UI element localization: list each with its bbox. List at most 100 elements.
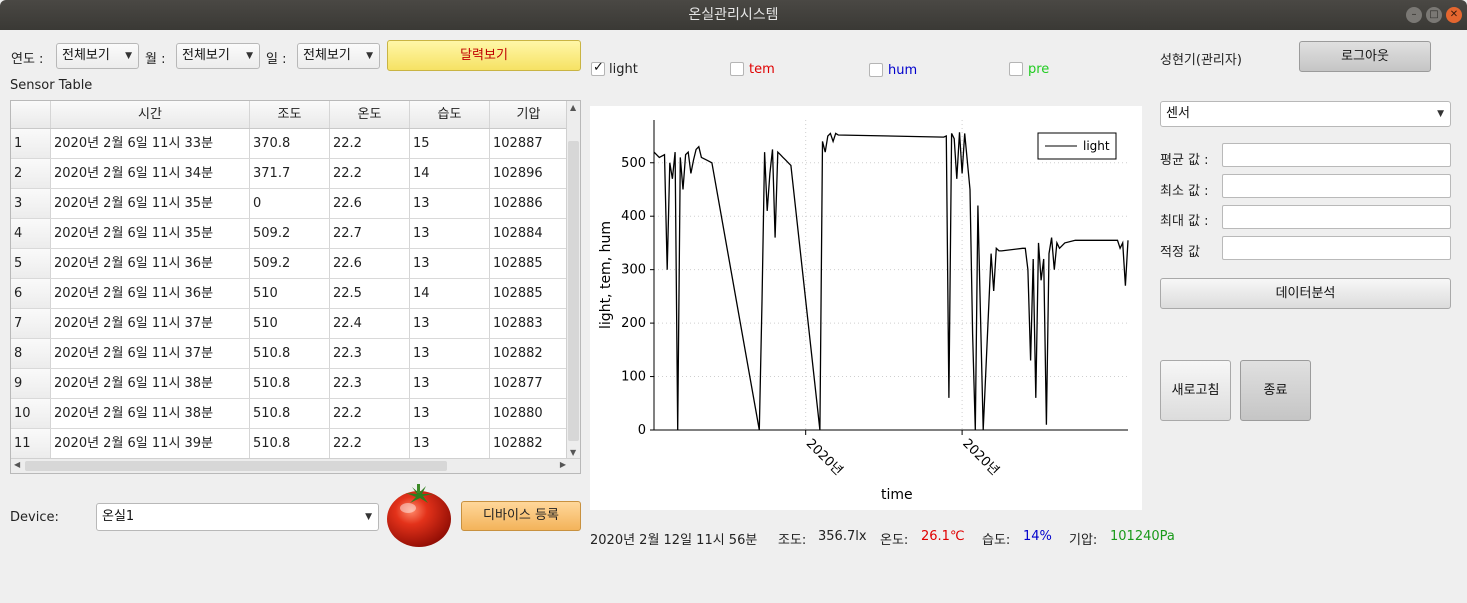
row-number[interactable]: 6 <box>11 279 51 308</box>
table-cell[interactable]: 22.2 <box>330 159 410 188</box>
logout-button[interactable]: 로그아웃 <box>1299 41 1431 72</box>
table-cell[interactable]: 2020년 2월 6일 11시 37분 <box>51 339 250 368</box>
row-number[interactable]: 2 <box>11 159 51 188</box>
table-row[interactable]: 11 2020년 2월 6일 11시 39분 510.8 22.2 13 102882 <box>11 429 567 459</box>
table-cell[interactable]: 22.2 <box>330 399 410 428</box>
analyze-button[interactable]: 데이터분석 <box>1160 278 1451 309</box>
table-cell[interactable]: 2020년 2월 6일 11시 33분 <box>51 129 250 158</box>
table-row[interactable]: 6 2020년 2월 6일 11시 36분 510 22.5 14 102885 <box>11 279 567 309</box>
table-cell[interactable]: 13 <box>410 399 490 428</box>
table-cell[interactable]: 509.2 <box>250 219 330 248</box>
exit-button[interactable]: 종료 <box>1240 360 1311 421</box>
table-cell[interactable]: 22.3 <box>330 339 410 368</box>
table-cell[interactable]: 22.7 <box>330 219 410 248</box>
horizontal-scrollbar[interactable]: ◀ ▶ <box>11 458 580 473</box>
column-header[interactable]: 온도 <box>330 101 410 128</box>
table-cell[interactable]: 102882 <box>493 346 543 361</box>
table-cell[interactable]: 510.8 <box>250 399 330 428</box>
month-select[interactable]: 전체보기 ▼ <box>176 43 260 69</box>
table-cell[interactable]: 2020년 2월 6일 11시 36분 <box>51 249 250 278</box>
table-cell[interactable]: 102880 <box>493 406 543 421</box>
table-cell[interactable]: 102885 <box>493 256 543 271</box>
table-row[interactable]: 7 2020년 2월 6일 11시 37분 510 22.4 13 102883 <box>11 309 567 339</box>
table-cell[interactable]: 102885 <box>493 286 543 301</box>
table-cell[interactable]: 102886 <box>493 196 543 211</box>
table-cell[interactable]: 2020년 2월 6일 11시 37분 <box>51 309 250 338</box>
table-cell[interactable]: 13 <box>410 369 490 398</box>
column-header[interactable]: 기압 <box>516 107 541 122</box>
table-cell[interactable]: 13 <box>410 309 490 338</box>
max-value-field[interactable] <box>1222 205 1451 229</box>
table-cell[interactable]: 13 <box>410 339 490 368</box>
table-cell[interactable]: 22.6 <box>330 189 410 218</box>
table-cell[interactable]: 102884 <box>493 226 543 241</box>
table-row[interactable]: 4 2020년 2월 6일 11시 35분 509.2 22.7 13 102884 <box>11 219 567 249</box>
close-icon[interactable]: ✕ <box>1446 7 1462 23</box>
table-cell[interactable]: 2020년 2월 6일 11시 38분 <box>51 369 250 398</box>
table-cell[interactable]: 14 <box>410 279 490 308</box>
table-row[interactable]: 5 2020년 2월 6일 11시 36분 509.2 22.6 13 102885 <box>11 249 567 279</box>
table-cell[interactable]: 510 <box>250 309 330 338</box>
column-header[interactable]: 습도 <box>410 101 490 128</box>
table-cell[interactable]: 2020년 2월 6일 11시 35분 <box>51 189 250 218</box>
scroll-right-icon[interactable]: ▶ <box>559 460 566 469</box>
table-row[interactable]: 2 2020년 2월 6일 11시 34분 371.7 22.2 14 102896 <box>11 159 567 189</box>
row-number[interactable]: 5 <box>11 249 51 278</box>
table-cell[interactable]: 22.2 <box>330 429 410 458</box>
table-cell[interactable]: 102887 <box>493 136 543 151</box>
minimize-icon[interactable]: – <box>1406 7 1422 23</box>
day-select[interactable]: 전체보기 ▼ <box>297 43 380 69</box>
row-number[interactable]: 1 <box>11 129 51 158</box>
table-cell[interactable]: 22.4 <box>330 309 410 338</box>
column-header[interactable]: 조도 <box>250 101 330 128</box>
table-cell[interactable]: 2020년 2월 6일 11시 39분 <box>51 429 250 458</box>
table-row[interactable]: 8 2020년 2월 6일 11시 37분 510.8 22.3 13 102882 <box>11 339 567 369</box>
optimal-value-field[interactable] <box>1222 236 1451 260</box>
year-select[interactable]: 전체보기 ▼ <box>56 43 139 69</box>
sensor-select[interactable]: 센서 ▼ <box>1160 101 1451 127</box>
avg-value-field[interactable] <box>1222 143 1451 167</box>
light-checkbox[interactable] <box>591 60 605 76</box>
table-cell[interactable]: 13 <box>410 219 490 248</box>
row-number[interactable]: 10 <box>11 399 51 428</box>
table-row[interactable]: 3 2020년 2월 6일 11시 35분 0 22.6 13 102886 <box>11 189 567 219</box>
table-row[interactable]: 9 2020년 2월 6일 11시 38분 510.8 22.3 13 102877 <box>11 369 567 399</box>
table-cell[interactable]: 2020년 2월 6일 11시 35분 <box>51 219 250 248</box>
table-cell[interactable]: 0 <box>250 189 330 218</box>
table-cell[interactable]: 510.8 <box>250 429 330 458</box>
refresh-button[interactable]: 새로고침 <box>1160 360 1231 421</box>
vertical-scrollbar[interactable]: ▲ ▼ <box>566 101 580 459</box>
table-cell[interactable]: 510 <box>250 279 330 308</box>
table-cell[interactable]: 22.2 <box>330 129 410 158</box>
table-cell[interactable]: 102877 <box>493 376 543 391</box>
table-cell[interactable]: 510.8 <box>250 339 330 368</box>
hum-checkbox[interactable] <box>869 63 883 77</box>
row-number[interactable]: 4 <box>11 219 51 248</box>
min-value-field[interactable] <box>1222 174 1451 198</box>
pre-checkbox[interactable] <box>1009 62 1023 76</box>
calendar-button[interactable]: 달력보기 <box>387 40 581 71</box>
table-cell[interactable]: 102883 <box>493 316 543 331</box>
table-cell[interactable]: 22.5 <box>330 279 410 308</box>
register-device-button[interactable]: 디바이스 등록 <box>461 501 581 531</box>
table-cell[interactable]: 13 <box>410 429 490 458</box>
table-cell[interactable]: 14 <box>410 159 490 188</box>
table-cell[interactable]: 510.8 <box>250 369 330 398</box>
vertical-scroll-thumb[interactable] <box>568 141 579 441</box>
scroll-down-icon[interactable]: ▼ <box>570 448 577 457</box>
device-select[interactable]: 온실1 ▼ <box>96 503 379 531</box>
table-cell[interactable]: 13 <box>410 189 490 218</box>
tem-checkbox[interactable] <box>730 62 744 76</box>
table-cell[interactable]: 15 <box>410 129 490 158</box>
table-cell[interactable]: 102882 <box>493 436 543 451</box>
table-cell[interactable]: 22.6 <box>330 249 410 278</box>
table-cell[interactable]: 509.2 <box>250 249 330 278</box>
table-row[interactable]: 1 2020년 2월 6일 11시 33분 370.8 22.2 15 102887 <box>11 129 567 159</box>
table-cell[interactable]: 2020년 2월 6일 11시 38분 <box>51 399 250 428</box>
table-cell[interactable]: 371.7 <box>250 159 330 188</box>
table-cell[interactable]: 2020년 2월 6일 11시 36분 <box>51 279 250 308</box>
row-number[interactable]: 8 <box>11 339 51 368</box>
table-cell[interactable]: 13 <box>410 249 490 278</box>
table-cell[interactable]: 2020년 2월 6일 11시 34분 <box>51 159 250 188</box>
table-cell[interactable]: 102896 <box>493 166 543 181</box>
